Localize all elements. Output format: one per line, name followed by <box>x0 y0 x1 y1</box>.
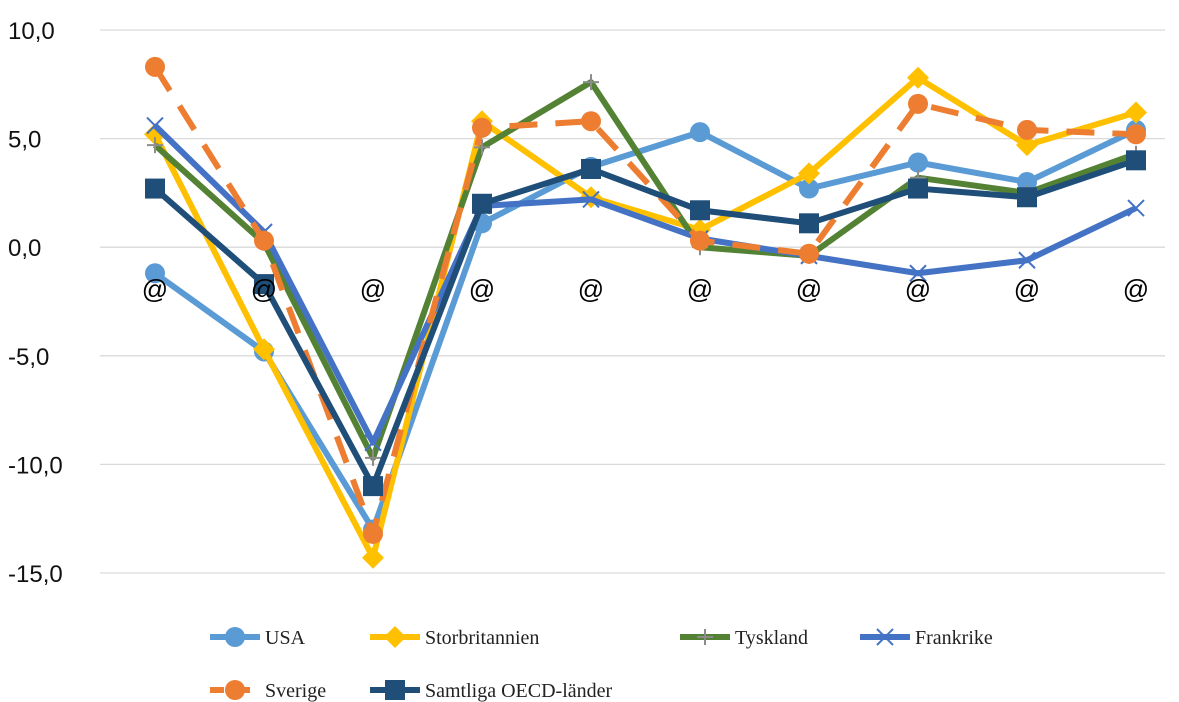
legend-item: Samtliga OECD-länder <box>370 680 613 702</box>
data-point <box>582 190 600 209</box>
x-tick-label: @ <box>142 274 168 304</box>
x-tick-label: @ <box>796 274 822 304</box>
legend-item: Storbritannien <box>370 626 539 649</box>
x-tick-label: @ <box>578 274 604 304</box>
series-lines <box>144 56 1147 569</box>
data-point <box>472 193 492 214</box>
data-point <box>385 680 405 700</box>
y-tick-label: 10,0 <box>8 18 55 45</box>
data-point <box>254 230 274 251</box>
data-point <box>798 162 820 185</box>
data-point <box>363 523 383 544</box>
data-point <box>1127 199 1145 217</box>
data-point <box>690 230 710 251</box>
data-point <box>583 74 599 91</box>
data-point <box>384 626 406 648</box>
legend-label: USA <box>265 627 306 649</box>
data-point <box>254 274 274 295</box>
data-point <box>362 546 384 569</box>
data-point <box>1126 124 1146 145</box>
data-point <box>225 680 245 700</box>
x-axis-ticks: @ @ @ @ @ @ @ @ @ @ <box>142 274 1149 304</box>
x-tick-label: @ <box>251 274 277 304</box>
data-point <box>581 159 601 180</box>
x-tick-label: @ <box>469 274 495 304</box>
data-point <box>799 178 819 199</box>
x-tick-label: @ <box>1014 274 1040 304</box>
data-point <box>908 93 928 114</box>
data-point <box>472 117 492 138</box>
gridlines <box>100 29 1165 574</box>
x-tick-label: @ <box>687 274 713 304</box>
data-point <box>581 111 601 132</box>
y-tick-label: -10,0 <box>8 452 63 479</box>
legend-item: Tyskland <box>680 627 808 649</box>
y-tick-label: -15,0 <box>8 561 63 588</box>
data-point <box>690 200 710 221</box>
data-point <box>909 264 927 282</box>
series-line <box>153 157 1137 490</box>
legend-item: Frankrike <box>860 627 993 649</box>
data-point <box>697 629 713 645</box>
x-tick-label: @ <box>360 274 386 304</box>
data-point <box>474 139 490 156</box>
x-tick-label: @ <box>905 274 931 304</box>
data-point <box>363 476 383 497</box>
legend-item: USA <box>210 627 306 649</box>
legend-label: Frankrike <box>915 627 993 649</box>
series-line <box>152 79 1138 461</box>
series-samtliga-oecd-l-nder <box>145 150 1146 497</box>
data-point <box>225 627 245 647</box>
data-point <box>147 137 163 154</box>
data-point <box>1017 187 1037 208</box>
data-point <box>145 178 165 199</box>
data-point <box>799 243 819 264</box>
legend-label: Sverige <box>265 680 326 702</box>
data-point <box>690 122 710 143</box>
data-point <box>145 263 165 284</box>
data-point <box>1126 150 1146 171</box>
data-point <box>1125 101 1147 124</box>
data-point <box>876 628 894 646</box>
y-tick-label: 5,0 <box>8 127 41 154</box>
data-point <box>907 66 929 89</box>
legend-label: Storbritannien <box>425 627 539 649</box>
y-axis-ticks: 10,0 5,0 0,0 -5,0 -10,0 -15,0 <box>8 18 63 588</box>
data-point <box>145 56 165 77</box>
legend-label: Samtliga OECD-länder <box>425 680 613 702</box>
legend-label: Tyskland <box>735 627 808 649</box>
series-storbritannien <box>144 66 1147 569</box>
data-point <box>253 338 275 361</box>
series-line <box>153 127 1138 533</box>
data-point <box>799 213 819 234</box>
data-point <box>365 449 381 466</box>
data-point <box>1018 251 1036 269</box>
data-point <box>908 152 928 173</box>
series-line <box>152 123 1138 446</box>
y-tick-label: 0,0 <box>8 235 41 262</box>
series-sverige <box>145 56 1146 544</box>
x-tick-label: @ <box>1123 274 1149 304</box>
data-point <box>364 433 382 452</box>
data-point <box>1017 172 1037 193</box>
series-line <box>152 65 1137 537</box>
y-tick-label: -5,0 <box>8 344 49 371</box>
legend: USA Storbritannien Tyskland Frankrike Sverig… <box>210 626 993 702</box>
legend-item: Sverige <box>210 680 326 702</box>
data-point <box>146 116 164 135</box>
data-point <box>1017 119 1037 140</box>
series-line <box>152 74 1137 561</box>
data-point <box>908 178 928 199</box>
data-point <box>1016 134 1038 157</box>
